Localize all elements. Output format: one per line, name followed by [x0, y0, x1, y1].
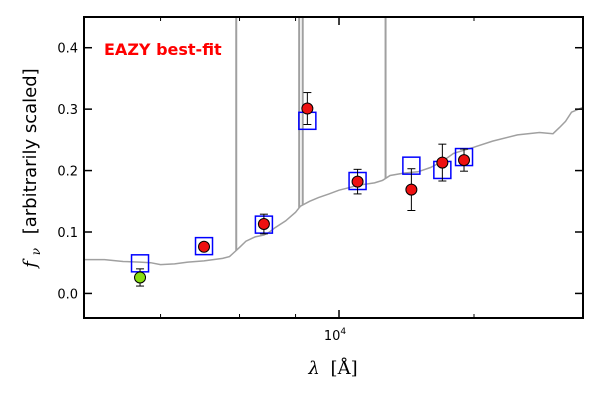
observed-point-0	[134, 268, 147, 287]
observed-marker	[257, 218, 270, 231]
y-tick-label: 0.3	[57, 103, 78, 118]
plot-layer	[84, 17, 583, 287]
observed-marker	[134, 271, 147, 284]
x-axis-unit: [Å]	[331, 357, 358, 379]
annotation-eazy: EAZY best-fit	[104, 40, 222, 59]
observed-point-6	[436, 143, 449, 182]
y-axis-text: [arbitrarily scaled]	[20, 68, 41, 234]
y-axis-subscript: ν	[29, 248, 43, 255]
plot-frame	[83, 16, 584, 319]
observed-point-5	[405, 168, 418, 211]
observed-marker	[458, 154, 471, 167]
y-tick-label: 0.0	[57, 287, 78, 302]
y-tick-label: 0.2	[57, 165, 78, 180]
y-tick-label: 0.4	[57, 42, 78, 57]
y-axis-title: f ν [arbitrarily scaled]	[20, 68, 45, 269]
observed-point-1	[198, 240, 211, 253]
observed-point-4	[351, 168, 364, 195]
x-axis-symbol: λ	[307, 358, 319, 379]
x-axis-title: λ [Å]	[307, 357, 357, 379]
x-tick-label: 104	[324, 327, 347, 344]
observed-photometry	[134, 92, 471, 287]
observed-marker	[436, 156, 449, 169]
model-photometry-square	[194, 236, 214, 256]
observed-point-2	[257, 213, 270, 235]
model-spectrum-line	[84, 106, 583, 266]
observed-marker	[351, 175, 364, 188]
y-tick-label: 0.1	[57, 226, 78, 241]
observed-marker	[198, 240, 211, 253]
axis-ticks: 0.0 0.1 0.2 0.3 0.4 104	[57, 17, 583, 344]
observed-point-7	[458, 148, 471, 172]
observed-point-3	[301, 92, 314, 125]
observed-marker	[405, 183, 418, 196]
y-axis-symbol: f	[20, 258, 41, 270]
observed-marker	[301, 102, 314, 115]
